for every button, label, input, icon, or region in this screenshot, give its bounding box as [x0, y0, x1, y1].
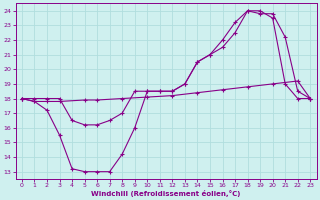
X-axis label: Windchill (Refroidissement éolien,°C): Windchill (Refroidissement éolien,°C) [92, 190, 241, 197]
